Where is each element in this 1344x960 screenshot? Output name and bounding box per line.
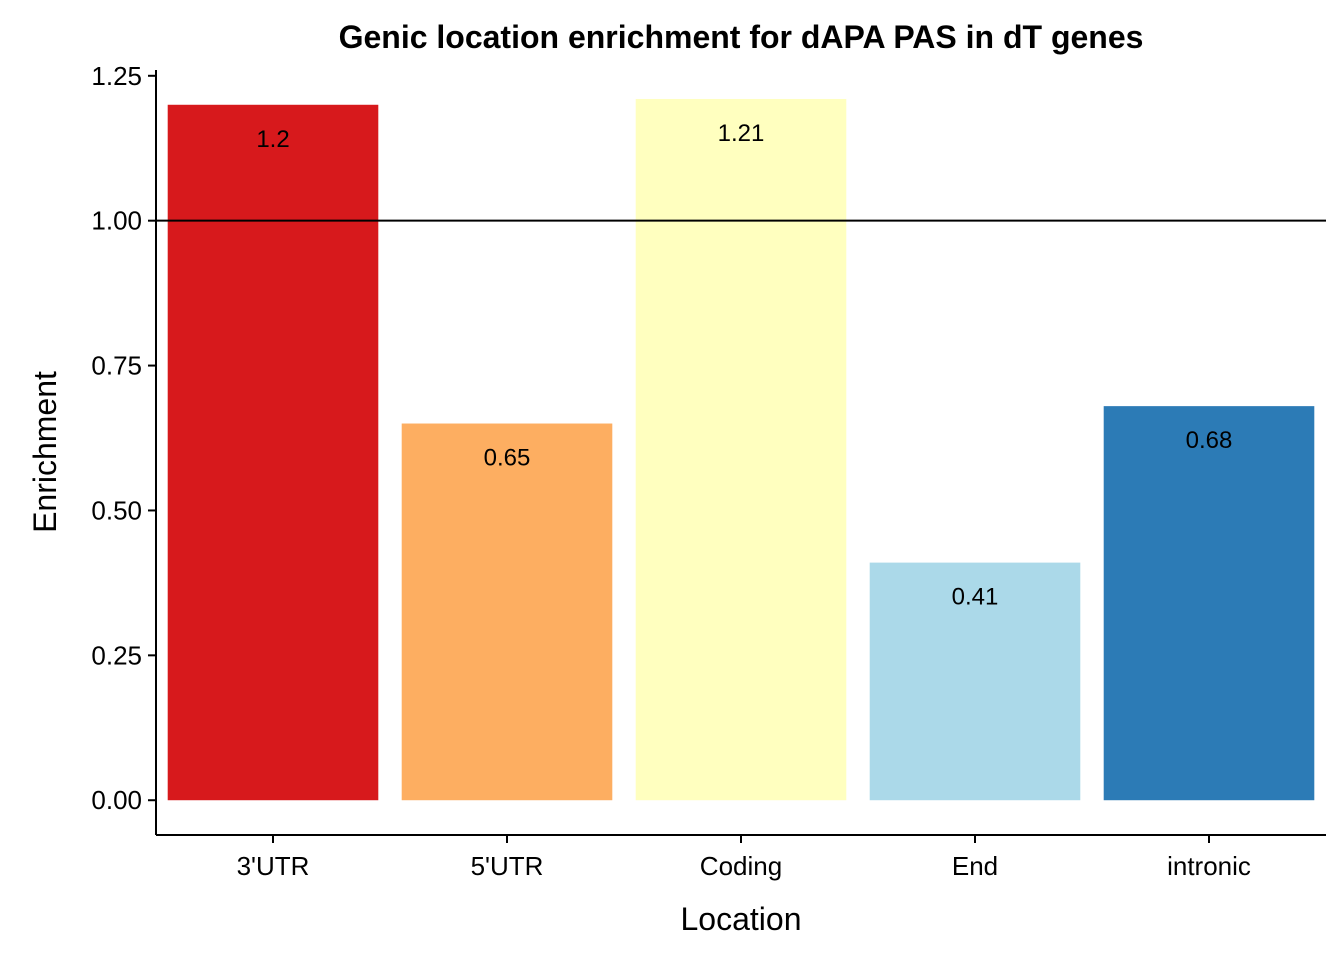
- bar-4: [1103, 406, 1315, 801]
- data-label-1: 0.65: [484, 445, 531, 472]
- data-label-2: 1.21: [718, 120, 765, 147]
- x-tick-label-0: 3'UTR: [237, 851, 310, 881]
- bar-0: [167, 104, 379, 801]
- bar-3: [869, 562, 1081, 801]
- data-label-0: 1.2: [256, 126, 289, 153]
- x-axis-title: Location: [681, 901, 802, 937]
- y-tick-label-0: 0.00: [91, 785, 142, 815]
- x-tick-label-2: Coding: [700, 851, 782, 881]
- chart-title: Genic location enrichment for dAPA PAS i…: [339, 19, 1144, 55]
- data-label-3: 0.41: [952, 584, 999, 611]
- y-tick-label-5: 1.25: [91, 61, 142, 91]
- bar-2: [635, 98, 847, 801]
- plot-area: 1.2 3'UTR 0.65 5'UTR 1.21 Coding 0.41 End 0.68 in…: [91, 61, 1326, 881]
- y-tick-label-2: 0.50: [91, 495, 142, 525]
- y-axis-title: Enrichment: [27, 371, 63, 533]
- y-tick-label-1: 0.25: [91, 640, 142, 670]
- y-tick-label-4: 1.00: [91, 206, 142, 236]
- y-tick-label-3: 0.75: [91, 351, 142, 381]
- bar-1: [401, 423, 613, 801]
- data-label-4: 0.68: [1186, 427, 1233, 454]
- x-tick-label-3: End: [952, 851, 998, 881]
- x-tick-label-1: 5'UTR: [471, 851, 544, 881]
- x-tick-label-4: intronic: [1167, 851, 1251, 881]
